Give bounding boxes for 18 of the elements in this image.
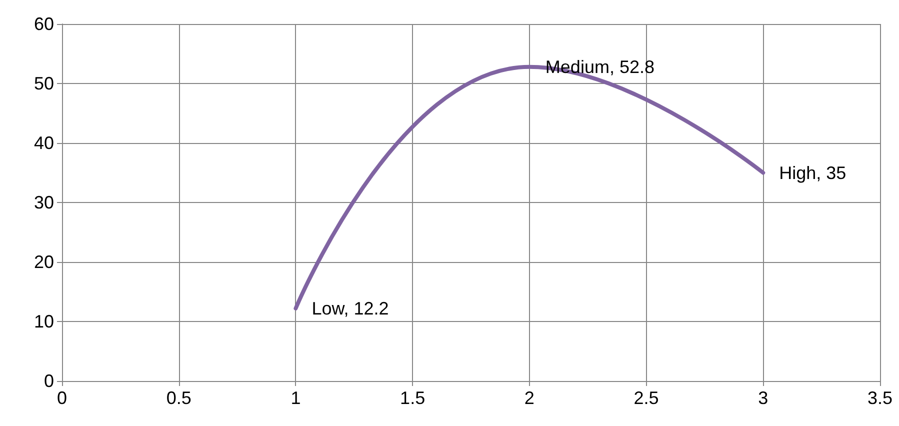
x-tick-label: 0 [56, 388, 68, 408]
y-tick-label: 50 [34, 74, 54, 94]
y-tick-label: 40 [34, 133, 54, 153]
x-tick-label: 2.5 [634, 388, 659, 408]
y-tick-label: 30 [34, 192, 54, 212]
x-tick-label: 3.5 [867, 388, 893, 408]
x-tick-label: 1 [290, 388, 301, 408]
x-tick-label: 0.5 [166, 388, 192, 408]
y-tick-label: 60 [34, 14, 54, 34]
y-tick-label: 0 [44, 371, 54, 391]
data-label: Low, 12.2 [312, 298, 389, 318]
data-label: Medium, 52.8 [545, 56, 654, 77]
y-tick-label: 20 [34, 252, 54, 272]
data-label: High, 35 [779, 162, 846, 183]
x-tick-label: 2 [524, 388, 534, 408]
y-tick-label: 10 [34, 312, 54, 332]
x-tick-label: 1.5 [400, 388, 426, 408]
x-tick-label: 3 [758, 388, 768, 408]
